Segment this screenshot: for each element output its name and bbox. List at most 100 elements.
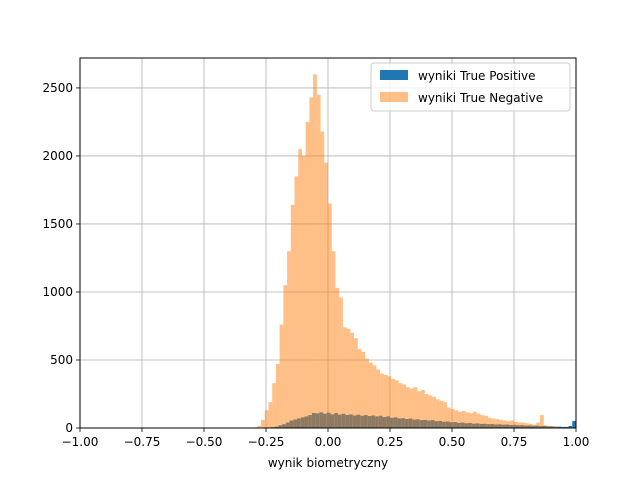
series-1-bar-34: [380, 373, 384, 428]
series-1-bar-7: [279, 324, 284, 428]
series-1-bar-44: [417, 391, 421, 428]
series-1-bar-58: [469, 413, 474, 428]
series-1-bar-60: [476, 413, 481, 428]
series-1-bar-56: [461, 410, 466, 428]
histogram-bars: [253, 74, 576, 429]
series-1-bar-5: [272, 383, 276, 428]
series-1-bar-45: [421, 389, 425, 428]
legend: wyniki True Positive wyniki True Negativ…: [370, 62, 571, 112]
series-1-bar-59: [473, 411, 477, 428]
series-1-bar-71: [517, 422, 522, 428]
series-1-bar-4: [268, 402, 273, 428]
series-1-bar-75: [532, 424, 537, 428]
series-1-bar-30: [365, 358, 369, 428]
series-1-bar-33: [376, 369, 381, 428]
series-1-bar-20: [328, 203, 332, 428]
series-1-bar-43: [413, 387, 418, 428]
series-1-bar-50: [439, 400, 444, 428]
series-1-bar-69: [510, 420, 514, 428]
series-1-bar-38: [394, 380, 399, 428]
series-1-bar-66: [499, 419, 503, 428]
axis-ticks: −1.00 −0.75 −0.50 −0.25 0.00 0.25 0.50 0.75 1.00…: [42, 81, 589, 449]
series-1-bar-28: [357, 349, 362, 428]
series-1-bar-2: [261, 419, 265, 428]
series-1-bar-54: [454, 410, 459, 428]
series-1-bar-16: [313, 74, 317, 428]
series-1-bar-18: [320, 131, 325, 429]
series-1-bar-46: [424, 393, 429, 428]
y-tick-label-5: 2500: [42, 81, 73, 95]
series-1-bar-17: [316, 94, 321, 429]
series-1-bar-49: [435, 399, 440, 428]
y-tick-label-0: 0: [65, 421, 73, 435]
series-1-bar-70: [514, 421, 518, 428]
series-1-bar-24: [342, 327, 347, 428]
series-1-bar-13: [301, 155, 306, 429]
series-1-bar-65: [495, 419, 500, 428]
series-1-bar-41: [406, 387, 410, 428]
series-1-bar-68: [506, 421, 511, 428]
series-1-bar-14: [305, 121, 310, 428]
series-1-bar-76: [536, 422, 541, 428]
series-1-bar-15: [309, 97, 314, 428]
series-1-bar-48: [432, 396, 436, 428]
series-1-bar-74: [528, 423, 533, 428]
x-tick-label-5: 0.25: [377, 435, 404, 449]
series-1-bar-73: [525, 423, 529, 428]
series-1-bar-26: [350, 332, 355, 428]
series-1-bar-80: [551, 426, 555, 428]
series-1-bar-37: [391, 379, 395, 428]
x-tick-label-8: 1.00: [563, 435, 590, 449]
x-axis-label: wynik biometryczny: [268, 456, 388, 470]
y-tick-label-3: 1500: [42, 217, 73, 231]
series-1-bar-52: [447, 407, 451, 428]
series-1-bar-21: [331, 251, 336, 428]
series-1-bar-57: [465, 412, 470, 428]
series-1-bar-19: [324, 162, 328, 428]
series-1-bar-81: [554, 426, 559, 428]
series-1-bars: [253, 74, 567, 429]
series-1-bar-53: [450, 408, 455, 428]
series-1-bar-62: [484, 415, 488, 428]
x-tick-label-3: −0.25: [248, 435, 285, 449]
series-1-bar-31: [368, 362, 373, 428]
series-0-bar-80: [561, 426, 565, 428]
y-tick-label-2: 1000: [42, 285, 73, 299]
x-tick-label-7: 0.75: [501, 435, 528, 449]
legend-label-true-positive: wyniki True Positive: [418, 69, 536, 83]
series-1-bar-42: [409, 388, 414, 428]
series-1-bar-67: [502, 420, 507, 428]
series-1-bar-25: [346, 328, 351, 428]
series-1-bar-6: [275, 364, 280, 428]
series-1-bar-29: [361, 351, 366, 428]
series-0-bar-81: [564, 426, 569, 428]
series-0-bar-82: [568, 425, 573, 428]
series-1-bar-1: [257, 425, 262, 428]
series-1-bar-78: [543, 425, 548, 428]
x-tick-label-6: 0.50: [439, 435, 466, 449]
legend-swatch-true-positive: [380, 70, 408, 80]
series-1-bar-22: [335, 287, 340, 428]
y-tick-label-1: 500: [50, 353, 73, 367]
legend-swatch-true-negative: [380, 92, 408, 102]
series-1-bar-35: [383, 374, 388, 428]
series-1-bar-61: [480, 415, 485, 428]
series-1-bar-79: [547, 425, 552, 428]
series-1-bar-36: [387, 376, 392, 428]
series-1-bar-64: [491, 418, 496, 428]
series-1-bar-63: [487, 417, 492, 428]
series-1-bar-72: [521, 422, 526, 428]
series-0-bar-83: [572, 420, 576, 428]
x-tick-label-2: −0.50: [186, 435, 223, 449]
series-1-bar-40: [402, 384, 407, 428]
series-1-bar-3: [264, 410, 269, 428]
series-1-bar-12: [298, 149, 302, 428]
legend-box: [370, 62, 571, 112]
series-1-bar-8: [283, 285, 288, 428]
series-1-bar-9: [287, 251, 291, 428]
x-tick-label-1: −0.75: [124, 435, 161, 449]
series-1-bar-55: [458, 411, 462, 428]
y-tick-label-4: 2000: [42, 149, 73, 163]
series-1-bar-47: [428, 395, 433, 428]
